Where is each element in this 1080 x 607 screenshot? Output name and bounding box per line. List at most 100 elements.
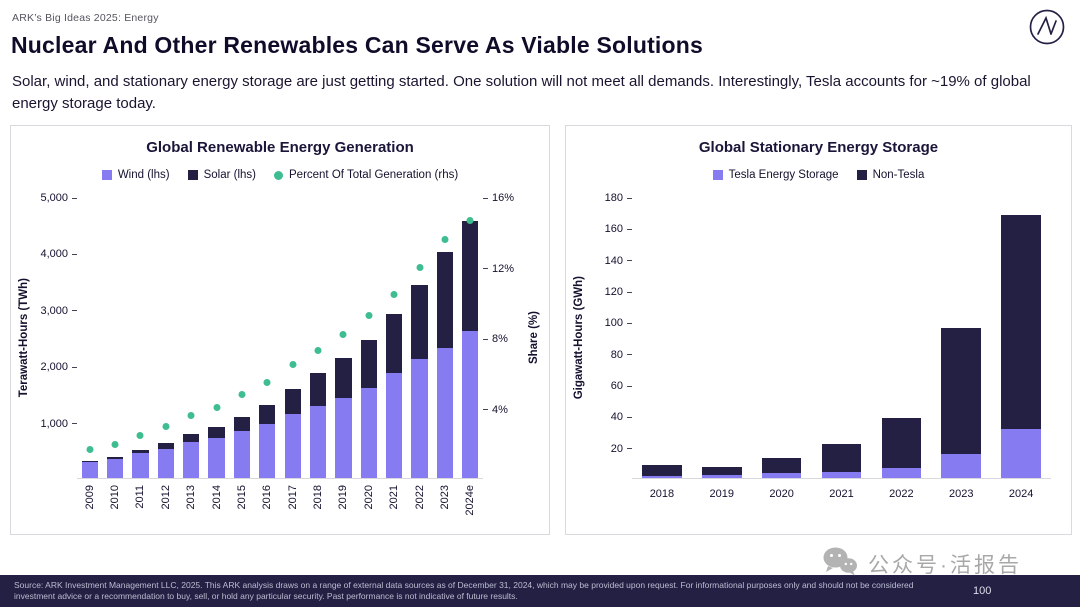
- chart-body-left: Terawatt-Hours (TWh) 1,000 2,000 3,000 4,00…: [11, 192, 549, 531]
- bar-column: [632, 197, 692, 478]
- source-text: Source: ARK Investment Management LLC, 2…: [14, 579, 914, 601]
- axis-tick: 1,000: [40, 418, 77, 430]
- bar-segment-purple: [821, 471, 862, 478]
- bar-column: [255, 197, 280, 478]
- stacked-bar: [386, 314, 403, 478]
- category-label-text: 2016: [261, 485, 274, 510]
- tick-label: 4%: [492, 403, 508, 416]
- category-label: 2018: [305, 479, 330, 531]
- charts-row: Global Renewable Energy Generation Wind …: [10, 125, 1072, 535]
- watermark-text: 公众号·活报告: [868, 554, 1022, 577]
- stacked-bar: [208, 427, 225, 478]
- overlay-dot: [339, 331, 347, 339]
- bar-segment-navy: [1001, 214, 1041, 430]
- bar-segment-navy: [411, 285, 428, 360]
- stacked-bar: [309, 373, 327, 478]
- category-label-text: 2012: [159, 485, 172, 510]
- axis-tick: 20: [611, 443, 632, 455]
- bar-column: [280, 197, 305, 478]
- stacked-bar: [81, 461, 98, 478]
- bar-segment-navy: [309, 373, 327, 407]
- tick-mark: [72, 197, 77, 199]
- bar-column: [991, 197, 1051, 478]
- overlay-dot: [263, 378, 271, 386]
- category-label: 2022: [871, 488, 931, 509]
- tick-label: 180: [604, 192, 623, 204]
- axis-tick: 120: [605, 286, 632, 298]
- overlay-dot: [86, 445, 94, 453]
- axis-tick: 5,000: [40, 192, 77, 204]
- bar-segment-navy: [881, 418, 922, 468]
- tick-label: 100: [604, 317, 623, 330]
- chart-title-right: Global Stationary Energy Storage: [698, 139, 939, 156]
- tick-label: 16%: [492, 192, 515, 204]
- category-label: 2020: [752, 488, 812, 509]
- tick-mark: [483, 409, 488, 410]
- category-label: 2019: [692, 488, 752, 509]
- legend-item: Non-Tesla: [856, 169, 924, 181]
- eyebrow: ARK’s Big Ideas 2025: Energy: [12, 12, 159, 24]
- category-label: 2015: [229, 479, 254, 531]
- tick-mark: [72, 310, 77, 312]
- bar-column: [432, 197, 457, 478]
- category-label-text: 2014: [210, 485, 223, 510]
- category-label: 2013: [179, 479, 204, 531]
- page-subtitle: Solar, wind, and stationary energy stora…: [12, 73, 1031, 112]
- plot-area-left: 2009 2010 2011 2012 2013 2014 2015 2016 2017 2018…: [77, 197, 483, 531]
- bar-segment-navy: [360, 340, 377, 389]
- axis-tick: 140: [605, 255, 632, 267]
- bar-segment-navy: [106, 456, 124, 459]
- category-label-text: 2023: [948, 488, 974, 500]
- bar-segment-purple: [761, 473, 802, 478]
- bar-segment-purple: [462, 331, 479, 478]
- bar-segment-navy: [284, 388, 301, 414]
- bar-column: [752, 197, 812, 478]
- tick-label: 5,000: [40, 192, 68, 204]
- tick-mark: [72, 423, 77, 425]
- overlay-dot: [441, 236, 449, 244]
- tick-mark: [627, 416, 632, 418]
- axis-tick: 80: [611, 349, 632, 361]
- overlay-dot: [136, 431, 144, 439]
- bar-column: [382, 197, 407, 478]
- legend-swatch: [274, 170, 283, 180]
- category-label: 2021: [382, 479, 407, 531]
- y-axis-label-wrap: Gigawatt-Hours (GWh): [570, 197, 588, 479]
- stacked-bar: [106, 456, 124, 478]
- chart-panel-energy-storage: Global Stationary Energy Storage Tesla E…: [565, 125, 1072, 535]
- bar-segment-purple: [702, 475, 742, 478]
- bar-segment-purple: [208, 438, 225, 478]
- stacked-bar: [284, 388, 301, 478]
- category-label-text: 2017: [286, 485, 299, 510]
- stacked-bar: [233, 416, 251, 478]
- y-axis-label: Gigawatt-Hours (GWh): [573, 276, 585, 400]
- chart-legend-right: Tesla Energy Storage Non-Tesla: [566, 169, 1071, 181]
- category-label: 2019: [331, 479, 356, 531]
- category-label: 2012: [153, 479, 178, 531]
- axis-tick: 60: [611, 380, 632, 392]
- overlay-dot: [314, 347, 322, 355]
- stacked-bar: [157, 442, 174, 478]
- category-label-text: 2020: [769, 488, 794, 500]
- stacked-bar: [335, 358, 352, 478]
- tick-label: 20: [610, 442, 623, 455]
- category-label: 2022: [407, 479, 432, 531]
- bar-segment-purple: [642, 476, 682, 478]
- bar-segment-navy: [941, 327, 981, 454]
- axis-tick: 16%: [483, 192, 514, 204]
- bar-segment-purple: [360, 388, 377, 478]
- legend-label: Percent Of Total Generation (rhs): [289, 169, 459, 181]
- tick-mark: [72, 253, 77, 255]
- category-label-text: 2022: [413, 485, 426, 510]
- bar-segment-navy: [335, 358, 352, 398]
- bar-segment-purple: [309, 406, 327, 478]
- tick-label: 120: [604, 286, 623, 298]
- category-label: 2017: [280, 479, 305, 531]
- bar-column: [204, 197, 229, 478]
- bar-column: [458, 197, 483, 478]
- y-axis-ticks: 20 40 60 80 100 120 140 160 180: [588, 192, 632, 479]
- category-label: 2014: [204, 479, 229, 531]
- overlay-dot: [416, 264, 424, 272]
- tick-mark: [627, 197, 632, 199]
- bar-segment-purple: [386, 372, 403, 478]
